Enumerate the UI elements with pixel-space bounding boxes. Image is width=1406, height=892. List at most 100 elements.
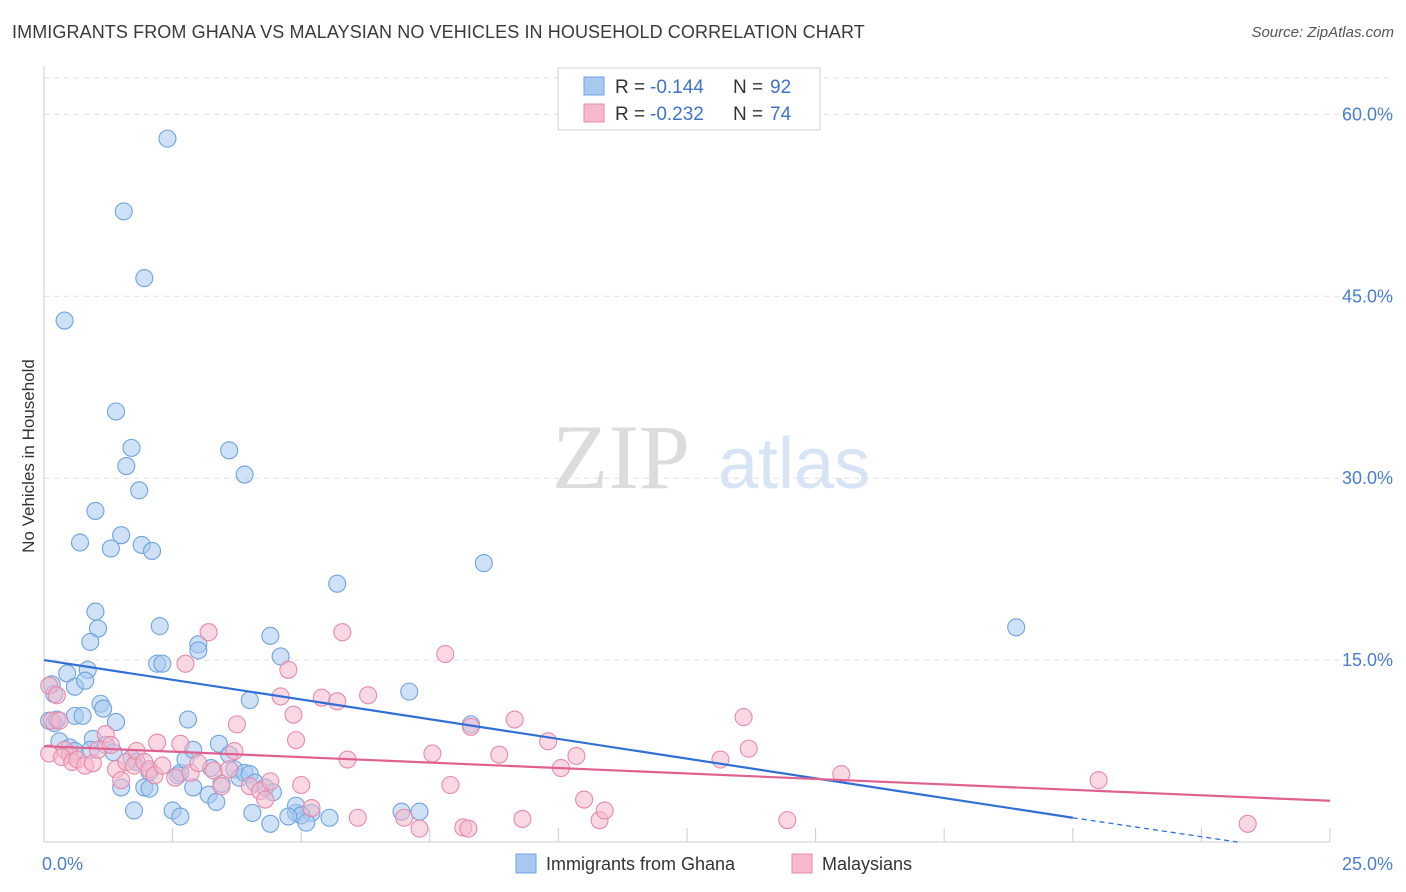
malaysian-point xyxy=(348,808,367,827)
ghana-point xyxy=(142,541,162,561)
ghana-point xyxy=(70,533,90,552)
malaysian-point xyxy=(505,710,524,729)
legend-r-label-ghana: R = xyxy=(615,77,645,98)
ghana-point xyxy=(171,807,190,826)
ghana-point xyxy=(150,617,169,636)
ghana-point xyxy=(240,691,259,710)
chart-title: IMMIGRANTS FROM GHANA VS MALAYSIAN NO VE… xyxy=(12,22,865,42)
malaysian-point xyxy=(490,745,509,764)
legend-r-value-ghana: -0.144 xyxy=(650,77,704,98)
malaysian-point xyxy=(176,654,195,673)
ghana-point xyxy=(189,641,208,660)
malaysian-point xyxy=(410,819,429,838)
ghana-point xyxy=(235,465,254,484)
malaysian-point xyxy=(436,644,455,664)
y-tick-label: 60.0% xyxy=(1342,104,1393,124)
ghana-point xyxy=(124,801,144,820)
ghana-point xyxy=(261,814,280,833)
legend-n-label-malaysians: N = xyxy=(733,104,763,125)
ghana-point xyxy=(243,803,262,822)
watermark-atlas: atlas xyxy=(718,424,870,504)
ghana-point xyxy=(279,807,298,826)
malaysian-point xyxy=(204,761,223,780)
ghana-point xyxy=(81,632,100,651)
x-tick-label: 25.0% xyxy=(1342,854,1393,874)
malaysian-trend-line xyxy=(43,745,1331,802)
legend-box: R = -0.144 N = 92 R = -0.232 N = 74 xyxy=(557,67,821,131)
bottom-legend-swatch-malaysians xyxy=(791,853,813,874)
malaysian-point xyxy=(513,809,532,829)
malaysian-point xyxy=(459,819,478,838)
ghana-point xyxy=(320,808,339,827)
legend-r-label-malaysians: R = xyxy=(615,104,645,125)
bottom-legend-label-malaysians: Malaysians xyxy=(822,854,912,874)
ghana-trend-extension xyxy=(1072,817,1238,843)
malaysian-point xyxy=(595,801,614,820)
watermark-zip: ZIP xyxy=(552,406,690,508)
series-ghana-points xyxy=(40,129,1026,833)
malaysian-point xyxy=(287,731,306,750)
malaysian-point xyxy=(50,711,69,730)
malaysian-point xyxy=(225,741,244,761)
ghana-point xyxy=(117,457,136,476)
ghana-point xyxy=(112,526,131,545)
tick-labels: 15.0% 30.0% 45.0% 60.0% 0.0% 25.0% xyxy=(42,104,1393,874)
malaysian-point xyxy=(153,756,172,775)
ghana-point xyxy=(94,699,113,718)
malaysian-point xyxy=(284,705,303,724)
ghana-point xyxy=(86,501,105,520)
malaysian-point xyxy=(359,686,378,705)
malaysian-point xyxy=(739,739,758,758)
ghana-point xyxy=(122,438,141,457)
malaysian-point xyxy=(575,790,594,809)
malaysian-point xyxy=(333,623,352,642)
malaysian-point xyxy=(189,754,208,773)
y-tick-label: 45.0% xyxy=(1342,286,1393,306)
legend-swatch-malaysians xyxy=(583,103,605,123)
grid-lines xyxy=(44,77,1392,661)
malaysian-point xyxy=(441,775,460,795)
malaysian-point xyxy=(220,760,239,779)
malaysian-point xyxy=(261,772,280,791)
ghana-point xyxy=(114,202,133,221)
malaysian-point xyxy=(47,686,66,705)
malaysian-point xyxy=(279,660,298,679)
ghana-point xyxy=(328,574,347,593)
ghana-point xyxy=(271,647,290,666)
ghana-point xyxy=(73,706,92,725)
ghana-point xyxy=(86,602,105,621)
malaysian-point xyxy=(423,744,442,763)
legend-n-label-ghana: N = xyxy=(733,77,763,98)
malaysian-point xyxy=(778,811,797,830)
ghana-point xyxy=(220,441,239,460)
ghana-point xyxy=(153,654,172,673)
ghana-point xyxy=(88,619,108,638)
malaysian-point xyxy=(148,733,167,752)
ghana-point xyxy=(1007,618,1026,637)
ghana-point xyxy=(106,402,126,421)
y-axis-label: No Vehicles in Household xyxy=(19,359,38,553)
malaysian-point xyxy=(1089,771,1108,790)
malaysian-point xyxy=(292,775,311,795)
malaysian-point xyxy=(199,623,218,642)
ghana-point xyxy=(158,129,177,148)
ghana-point xyxy=(135,269,154,288)
malaysian-point xyxy=(101,735,120,755)
malaysian-point xyxy=(567,746,586,765)
ghana-point xyxy=(76,671,95,690)
legend-swatch-ghana xyxy=(583,76,605,96)
legend-n-value-ghana: 92 xyxy=(770,77,791,98)
y-tick-label: 15.0% xyxy=(1342,650,1393,670)
ghana-point xyxy=(474,554,493,573)
ghana-point xyxy=(410,802,429,821)
ghana-point xyxy=(261,626,280,645)
legend-r-value-malaysians: -0.232 xyxy=(650,104,704,125)
malaysian-point xyxy=(166,768,185,787)
ghana-point xyxy=(101,539,120,558)
malaysian-point xyxy=(328,692,347,711)
series-malaysians-points xyxy=(40,623,1257,838)
malaysian-point xyxy=(112,771,131,790)
source-label: Source: ZipAtlas.com xyxy=(1251,24,1394,41)
malaysian-point xyxy=(302,798,321,818)
